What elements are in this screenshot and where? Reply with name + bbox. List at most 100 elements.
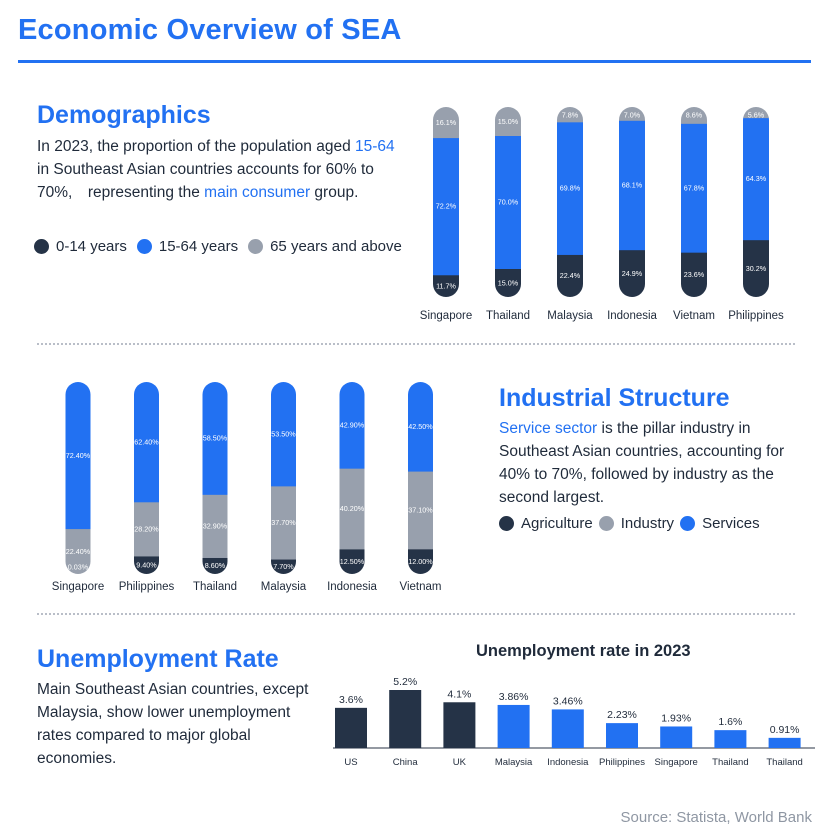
unemployment-chart: 3.6% US 5.2% China 4.1% UK 3.86% Malaysia 3.46% I… — [333, 676, 815, 768]
category-label: Singapore — [655, 757, 698, 768]
bar-value-label: 37.70% — [271, 518, 296, 527]
bar-value-label: 7.8% — [562, 111, 579, 120]
bar-segment-65-years-and-above — [495, 107, 521, 136]
bar-value-label: 8.60% — [205, 561, 226, 570]
bar-segment-industry — [202, 494, 228, 558]
bar-segment-services — [134, 382, 159, 503]
stacked-bar-thailand — [495, 107, 521, 297]
bar-value-label: 37.10% — [408, 505, 433, 514]
bar-us — [335, 707, 367, 748]
bar-segment-industry — [408, 471, 433, 550]
stacked-bar-philippines — [134, 382, 159, 574]
stacked-bar-singapore — [65, 382, 91, 574]
bar-value-label: 67.8% — [684, 183, 705, 192]
bar-segment-65-years-and-above — [743, 107, 769, 119]
bar-value-label: 32.90% — [203, 521, 228, 530]
bar-segment-15-64-years — [557, 121, 583, 255]
bar-segment-65-years-and-above — [619, 107, 645, 121]
category-label: Singapore — [420, 310, 472, 322]
demographics-legend: 0-14 years 15-64 years 65 years and abov… — [34, 238, 412, 255]
industry-legend: Agriculture Industry Services — [499, 515, 770, 532]
bar-segment-65-years-and-above — [433, 107, 459, 139]
stacked-bar-malaysia — [557, 107, 583, 297]
bar-value-label: 42.50% — [408, 422, 433, 431]
category-label: Philippines — [119, 581, 175, 593]
bar-segment-services — [408, 382, 433, 472]
bar-value-label: 3.86% — [499, 691, 529, 703]
bar-thailand — [768, 737, 801, 748]
category-label: Indonesia — [547, 757, 589, 768]
legend-item-15-64: 15-64 years — [136, 238, 238, 255]
category-label: Philippines — [728, 310, 784, 322]
unemployment-text: Main Southeast Asian countries, except M… — [37, 681, 309, 767]
bar-value-label: 15.0% — [498, 278, 519, 287]
stacked-bar-philippines — [743, 107, 769, 297]
bar-segment-services — [202, 382, 228, 495]
bar-value-label: 23.6% — [684, 270, 705, 279]
bar-value-label: 24.9% — [622, 269, 643, 278]
legend-label: Services — [702, 515, 760, 532]
bar-malaysia — [497, 704, 530, 748]
bar-uk — [443, 702, 476, 748]
legend-dot-icon — [34, 239, 49, 254]
stacked-bar-malaysia — [271, 382, 296, 574]
legend-item-agriculture: Agriculture — [499, 515, 593, 532]
category-label: Indonesia — [327, 581, 377, 593]
bar-segment-industry — [65, 528, 91, 574]
stacked-bar-thailand — [202, 382, 228, 574]
bar-value-label: 7.0% — [624, 111, 641, 120]
category-label: Indonesia — [607, 310, 657, 322]
demographics-title: Demographics — [37, 101, 211, 129]
legend-dot-icon — [499, 516, 514, 531]
bar-segment-15-64-years — [433, 137, 459, 276]
legend-dot-icon — [248, 239, 264, 254]
bar-segment-agriculture — [134, 555, 159, 574]
unemployment-chart-title: Unemployment rate in 2023 — [476, 642, 691, 660]
category-label: Thailand — [766, 757, 802, 768]
category-label: US — [344, 757, 357, 768]
bar-value-label: 11.7% — [436, 281, 456, 290]
title-underline — [18, 60, 811, 63]
bar-value-label: 69.8% — [560, 184, 581, 193]
demographics-highlight-age: 15-64 — [355, 138, 395, 155]
bar-value-label: 53.50% — [271, 429, 296, 438]
bar-segment-industry — [134, 501, 159, 557]
bar-segment-agriculture — [202, 557, 228, 574]
bar-segment-0-14-years — [433, 274, 459, 297]
bar-value-label: 68.1% — [622, 180, 643, 189]
bar-segment-industry — [271, 485, 296, 560]
bar-value-label: 5.6% — [748, 111, 765, 120]
bar-segment-65-years-and-above — [557, 107, 583, 123]
source-note: Source: Statista, World Bank — [620, 809, 812, 826]
legend-dot-icon — [136, 239, 152, 254]
bar-value-label: 22.40% — [66, 547, 91, 556]
bar-value-label: 2.23% — [607, 709, 637, 721]
bar-segment-0-14-years — [495, 268, 521, 297]
category-label: Thailand — [486, 310, 530, 322]
industry-title: Industrial Structure — [499, 384, 730, 412]
bar-value-label: 28.20% — [134, 524, 159, 533]
bar-segment-services — [65, 382, 91, 530]
bar-segment-0-14-years — [619, 249, 645, 297]
legend-item-0-14: 0-14 years — [34, 238, 127, 255]
category-label: Malaysia — [495, 757, 533, 768]
legend-label: Industry — [620, 515, 675, 532]
bar-value-label: 42.90% — [340, 421, 365, 430]
stacked-bar-singapore — [433, 107, 459, 297]
bar-segment-0-14-years — [681, 252, 707, 297]
industry-structure-chart: 0.03% 22.40% 72.40% Singapore 9.40% 28.20% 62.… — [52, 382, 441, 593]
legend-label: Agriculture — [521, 515, 593, 532]
legend-label: 0-14 years — [56, 238, 127, 255]
legend-item-industry: Industry — [598, 515, 675, 532]
bar-segment-15-64-years — [495, 135, 521, 269]
category-label: Vietnam — [673, 310, 715, 322]
bar-segment-agriculture — [65, 573, 91, 574]
bar-segment-agriculture — [271, 559, 296, 574]
bar-thailand — [714, 730, 747, 748]
demographics-text-part: group. — [310, 184, 359, 201]
stacked-bar-indonesia — [619, 107, 645, 297]
category-label: Philippines — [599, 757, 645, 768]
bar-value-label: 12.00% — [408, 557, 433, 566]
demographics-text-part: In 2023, the proportion of the populatio… — [37, 138, 355, 155]
bar-segment-industry — [339, 468, 365, 550]
